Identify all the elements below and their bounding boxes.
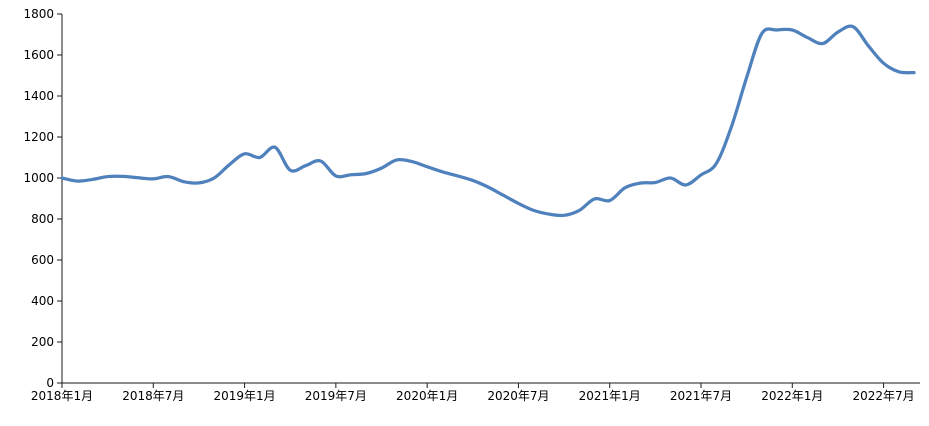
x-axis-tick-label: 2022年1月 <box>761 389 823 403</box>
y-axis-tick-label: 1200 <box>23 130 54 144</box>
y-axis-tick-label: 1000 <box>23 171 54 185</box>
y-axis-tick-label: 1800 <box>23 7 54 21</box>
x-axis-tick-label: 2018年7月 <box>122 389 184 403</box>
y-axis-tick-label: 0 <box>46 376 54 390</box>
x-axis-tick-label: 2019年1月 <box>213 389 275 403</box>
y-axis-tick-label: 800 <box>31 212 54 226</box>
y-axis-tick-label: 400 <box>31 294 54 308</box>
series-line <box>60 24 916 218</box>
x-axis-tick-label: 2019年7月 <box>305 389 367 403</box>
y-axis-tick-label: 600 <box>31 253 54 267</box>
y-axis-tick-label: 200 <box>31 335 54 349</box>
x-axis-tick-label: 2018年1月 <box>31 389 93 403</box>
x-axis-tick-label: 2021年1月 <box>579 389 641 403</box>
x-axis-tick-label: 2020年7月 <box>487 389 549 403</box>
y-axis-tick-label: 1600 <box>23 48 54 62</box>
y-axis-tick-label: 1400 <box>23 89 54 103</box>
x-axis-tick-label: 2022年7月 <box>852 389 914 403</box>
x-axis-tick-label: 2021年7月 <box>670 389 732 403</box>
x-axis-tick-label: 2020年1月 <box>396 389 458 403</box>
